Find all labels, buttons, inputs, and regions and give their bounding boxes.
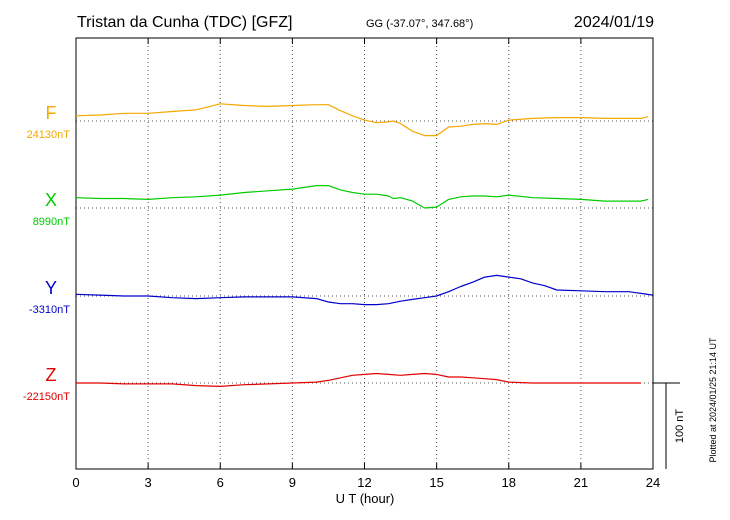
series-name-x: X [45, 190, 57, 210]
scale-bar: 100 nT [653, 382, 686, 469]
series-name-z: Z [46, 365, 57, 385]
observation-date: 2024/01/19 [574, 14, 654, 31]
series-line-y [75, 274, 654, 306]
scale-bar-label: 100 nT [674, 409, 686, 444]
series-name-f: F [46, 103, 57, 123]
x-tick-label: 21 [574, 475, 588, 490]
baseline-label-z: -22150nT [23, 391, 70, 403]
x-tick-label: 9 [289, 475, 296, 490]
x-tick-label: 18 [502, 475, 516, 490]
station-title: Tristan da Cunha (TDC) [GFZ] [77, 14, 292, 31]
station-coordinates: GG (-37.07°, 347.68°) [366, 18, 473, 30]
baseline-label-f: 24130nT [27, 129, 71, 141]
x-tick-label: 24 [646, 475, 660, 490]
x-axis-label: U T (hour) [336, 491, 395, 506]
x-tick-label: 6 [217, 475, 224, 490]
x-tick-label: 3 [145, 475, 152, 490]
x-tick-label: 15 [429, 475, 443, 490]
x-axis: 0 3 6 9 12 15 18 21 24 [72, 38, 660, 490]
series-name-y: Y [45, 278, 57, 298]
series-line-x [75, 185, 649, 209]
x-tick-label: 0 [72, 475, 79, 490]
series-layer: F 24130nT X 8990nT Y -3310nT Z -22150nT [23, 103, 654, 403]
series-line-z [76, 372, 641, 387]
baseline-label-y: -3310nT [29, 304, 70, 316]
plotted-at-note: Plotted at 2024/01/25 21:14 UT [708, 337, 718, 463]
baseline-label-x: 8990nT [33, 216, 71, 228]
plot-grid [76, 38, 653, 469]
series-line-f [75, 103, 649, 137]
x-tick-label: 12 [357, 475, 371, 490]
